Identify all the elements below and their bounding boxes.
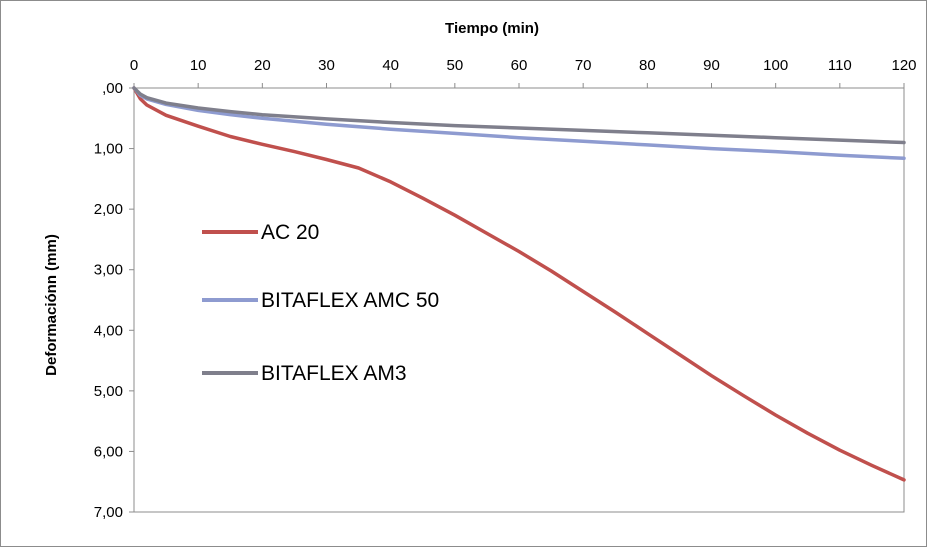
x-tick-label: 10 bbox=[190, 57, 207, 74]
x-axis-title: Tiempo (min) bbox=[445, 20, 539, 37]
legend-label: BITAFLEX AMC 50 bbox=[261, 289, 439, 312]
x-tick-label: 60 bbox=[511, 57, 528, 74]
y-tick-label: 5,00 bbox=[94, 383, 123, 400]
x-tick-label: 30 bbox=[318, 57, 335, 74]
x-tick-label: 110 bbox=[828, 57, 852, 74]
x-axis: 0 10 20 30 40 50 60 70 80 90 100 110 120 bbox=[130, 57, 917, 88]
x-tick-label: 40 bbox=[382, 57, 399, 74]
y-axis-title: Deformaciónn (mm) bbox=[43, 234, 60, 376]
x-tick-label: 0 bbox=[130, 57, 138, 74]
x-tick-label: 20 bbox=[254, 57, 271, 74]
y-tick-label: 7,00 bbox=[94, 504, 123, 521]
series-line-3 bbox=[132, 86, 906, 145]
x-tick-label: 120 bbox=[891, 57, 916, 74]
x-tick-label: 90 bbox=[703, 57, 720, 74]
y-tick-label: 4,00 bbox=[94, 322, 123, 339]
x-tick-label: 80 bbox=[639, 57, 656, 74]
x-tick-label: 50 bbox=[446, 57, 463, 74]
x-tick-label: 100 bbox=[763, 57, 788, 74]
legend-label: AC 20 bbox=[261, 221, 319, 244]
plot-area bbox=[133, 87, 905, 513]
y-tick-label: ,00 bbox=[102, 80, 123, 97]
y-tick-label: 2,00 bbox=[94, 201, 123, 218]
y-axis: ,00 1,00 2,00 3,00 4,00 5,00 6,00 7,00 bbox=[94, 80, 134, 521]
series-lines bbox=[132, 86, 906, 482]
legend: AC 20 BITAFLEX AMC 50 BITAFLEX AM3 bbox=[202, 221, 439, 385]
y-tick-label: 6,00 bbox=[94, 443, 123, 460]
series-line-1 bbox=[132, 86, 906, 482]
legend-label: BITAFLEX AM3 bbox=[261, 362, 407, 385]
y-tick-label: 1,00 bbox=[94, 141, 123, 158]
y-tick-label: 3,00 bbox=[94, 262, 123, 279]
x-tick-label: 70 bbox=[575, 57, 592, 74]
